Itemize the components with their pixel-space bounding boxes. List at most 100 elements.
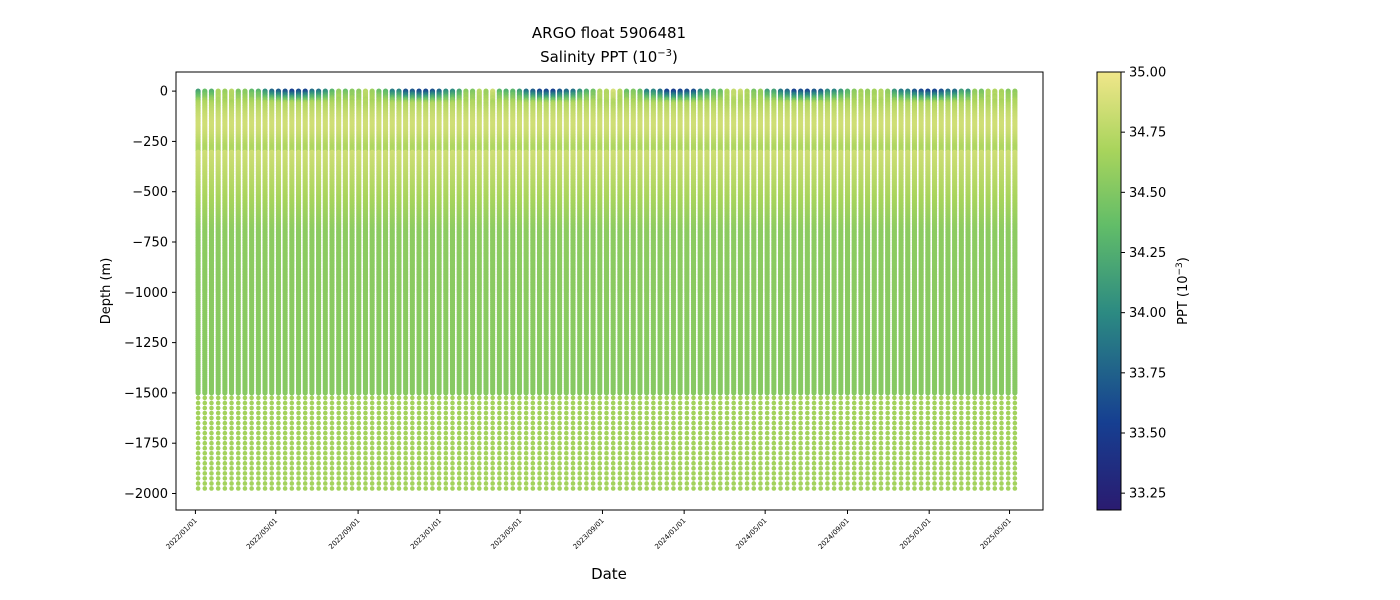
data-point xyxy=(302,395,308,401)
data-point xyxy=(235,476,241,481)
data-point xyxy=(256,405,261,411)
data-point xyxy=(276,405,281,411)
data-point xyxy=(349,440,355,446)
data-point xyxy=(336,410,341,416)
data-point xyxy=(209,466,214,471)
data-point xyxy=(249,461,254,466)
data-point xyxy=(222,481,228,486)
data-point xyxy=(209,486,214,491)
data-point xyxy=(229,400,234,406)
profile xyxy=(316,88,322,491)
data-point xyxy=(222,420,228,426)
data-point xyxy=(249,430,254,436)
data-point xyxy=(343,405,348,411)
profile xyxy=(242,88,248,491)
data-point xyxy=(229,476,234,481)
data-point xyxy=(349,476,355,481)
data-point xyxy=(289,400,295,406)
data-point xyxy=(269,481,275,486)
profile xyxy=(336,88,342,491)
data-point xyxy=(209,461,214,466)
chart-subtitle-text: Salinity PPT (10 xyxy=(540,48,657,66)
data-point xyxy=(296,466,301,471)
data-point xyxy=(235,420,241,426)
data-point xyxy=(249,415,254,421)
data-point xyxy=(209,435,214,441)
data-point xyxy=(349,405,355,411)
data-point xyxy=(242,461,248,466)
data-point xyxy=(215,410,221,416)
data-point xyxy=(323,486,328,491)
data-point xyxy=(296,471,301,476)
data-point xyxy=(262,410,268,416)
data-point xyxy=(269,461,275,466)
data-point xyxy=(209,400,214,406)
data-point xyxy=(289,390,295,396)
data-point xyxy=(215,450,221,456)
data-point xyxy=(329,455,335,461)
profile xyxy=(295,88,302,491)
data-point xyxy=(222,425,228,431)
data-point xyxy=(262,435,268,441)
data-point xyxy=(349,430,355,436)
data-point xyxy=(229,445,234,451)
data-point xyxy=(249,440,254,446)
data-point xyxy=(323,461,328,466)
data-point xyxy=(302,481,308,486)
data-point xyxy=(336,445,341,451)
data-point xyxy=(323,455,328,461)
data-point xyxy=(356,400,362,406)
data-point xyxy=(336,400,341,406)
data-point xyxy=(222,471,228,476)
data-point xyxy=(329,466,335,471)
data-point xyxy=(262,450,268,456)
data-point xyxy=(302,390,308,396)
data-point xyxy=(309,425,315,431)
data-point xyxy=(329,405,335,411)
data-point xyxy=(282,486,288,491)
data-point xyxy=(269,440,275,446)
data-point xyxy=(195,435,201,441)
data-point xyxy=(195,420,201,426)
data-point xyxy=(249,450,254,456)
data-point xyxy=(343,476,348,481)
data-point xyxy=(336,466,341,471)
data-point xyxy=(269,476,275,481)
data-point xyxy=(195,445,201,451)
data-point xyxy=(302,471,308,476)
data-point xyxy=(349,415,355,421)
data-point xyxy=(235,400,241,406)
data-point xyxy=(296,435,301,441)
data-point xyxy=(202,461,208,466)
data-point xyxy=(276,450,281,456)
data-point xyxy=(262,466,268,471)
data-point xyxy=(302,450,308,456)
data-point xyxy=(215,405,221,411)
data-point xyxy=(222,455,228,461)
data-point xyxy=(356,420,362,426)
data-point xyxy=(249,390,255,396)
data-point xyxy=(262,461,268,466)
data-point xyxy=(222,450,228,456)
data-point xyxy=(209,415,214,421)
data-point xyxy=(356,405,362,411)
data-point xyxy=(269,395,275,401)
data-point xyxy=(215,461,221,466)
data-point xyxy=(202,425,208,431)
data-point xyxy=(323,471,328,476)
data-point xyxy=(222,410,228,416)
data-point xyxy=(289,461,295,466)
data-point xyxy=(329,481,335,486)
data-point xyxy=(302,410,308,416)
data-point xyxy=(282,435,288,441)
data-point xyxy=(329,435,335,441)
data-point xyxy=(349,395,355,401)
data-point xyxy=(235,425,241,431)
data-point xyxy=(316,476,321,481)
data-point xyxy=(316,486,321,491)
data-point xyxy=(336,486,341,491)
data-point xyxy=(209,471,214,476)
data-point xyxy=(195,395,201,401)
data-point xyxy=(222,415,228,421)
data-point xyxy=(302,415,308,421)
